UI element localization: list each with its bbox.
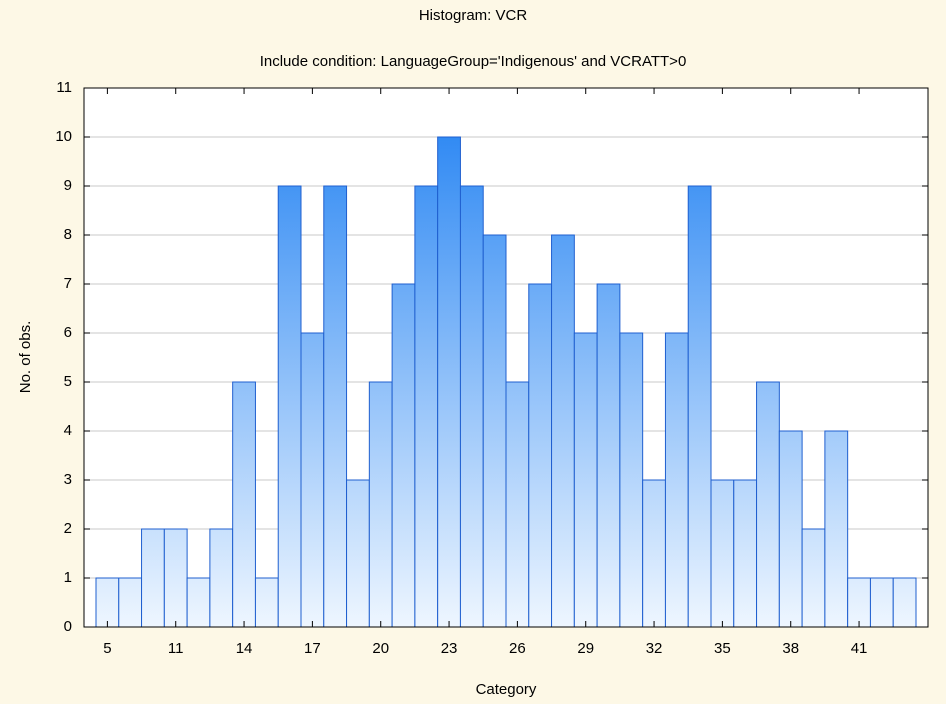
x-axis-label: Category [476, 681, 537, 698]
bar [892, 577, 917, 628]
x-tick-label: 41 [851, 640, 868, 657]
x-tick-label: 11 [168, 640, 184, 657]
plot-frame [83, 87, 929, 628]
y-tick-label: 0 [64, 618, 72, 635]
bar [733, 479, 758, 628]
bar [482, 234, 507, 628]
bar [528, 283, 553, 628]
bar [869, 577, 894, 628]
y-tick-label: 3 [64, 471, 72, 488]
x-tick-label: 23 [441, 640, 458, 657]
x-tick-label: 17 [304, 640, 321, 657]
bar [391, 283, 416, 628]
y-tick-label: 4 [64, 422, 72, 439]
bar [346, 479, 370, 628]
bar [801, 528, 826, 628]
bar [551, 234, 575, 628]
bar [95, 577, 120, 628]
x-tick-label: 5 [103, 640, 111, 657]
bar [368, 381, 393, 628]
bar [459, 185, 484, 628]
bar [141, 528, 165, 628]
y-tick-label: 5 [64, 373, 72, 390]
bar [687, 185, 712, 628]
bar [505, 381, 530, 628]
bar [824, 430, 849, 628]
x-tick-label: 38 [782, 640, 799, 657]
bar [209, 528, 234, 628]
y-tick-label: 11 [56, 79, 72, 96]
y-tick-label: 10 [55, 128, 72, 145]
bar [232, 381, 256, 628]
bar [710, 479, 735, 628]
x-tick-label: 29 [577, 640, 594, 657]
bar [118, 577, 143, 628]
bar [573, 332, 598, 628]
x-tick-label: 20 [372, 640, 389, 657]
bar [847, 577, 871, 628]
bar [277, 185, 302, 628]
y-tick-label: 1 [64, 569, 72, 586]
bar [437, 136, 461, 628]
x-tick-label: 14 [236, 640, 253, 657]
bar [163, 528, 188, 628]
chart-subtitle: Include condition: LanguageGroup='Indige… [260, 53, 687, 70]
y-tick-label: 8 [64, 226, 72, 243]
bars [95, 136, 917, 628]
y-tick-label: 2 [64, 520, 72, 537]
bar [619, 332, 644, 628]
chart-title: Histogram: VCR [419, 7, 528, 24]
bar [300, 332, 325, 628]
bar [186, 577, 211, 628]
x-tick-label: 32 [646, 640, 663, 657]
bar [778, 430, 803, 628]
bar [323, 185, 348, 628]
bar [596, 283, 621, 628]
bar [254, 577, 279, 628]
bar [642, 479, 666, 628]
bar [756, 381, 780, 628]
x-tick-label: 26 [509, 640, 526, 657]
y-tick-label: 9 [64, 177, 72, 194]
bar [664, 332, 689, 628]
bar [414, 185, 439, 628]
y-axis-label: No. of obs. [17, 321, 34, 394]
y-tick-label: 6 [64, 324, 72, 341]
x-tick-label: 35 [714, 640, 731, 657]
y-tick-label: 7 [64, 275, 72, 292]
